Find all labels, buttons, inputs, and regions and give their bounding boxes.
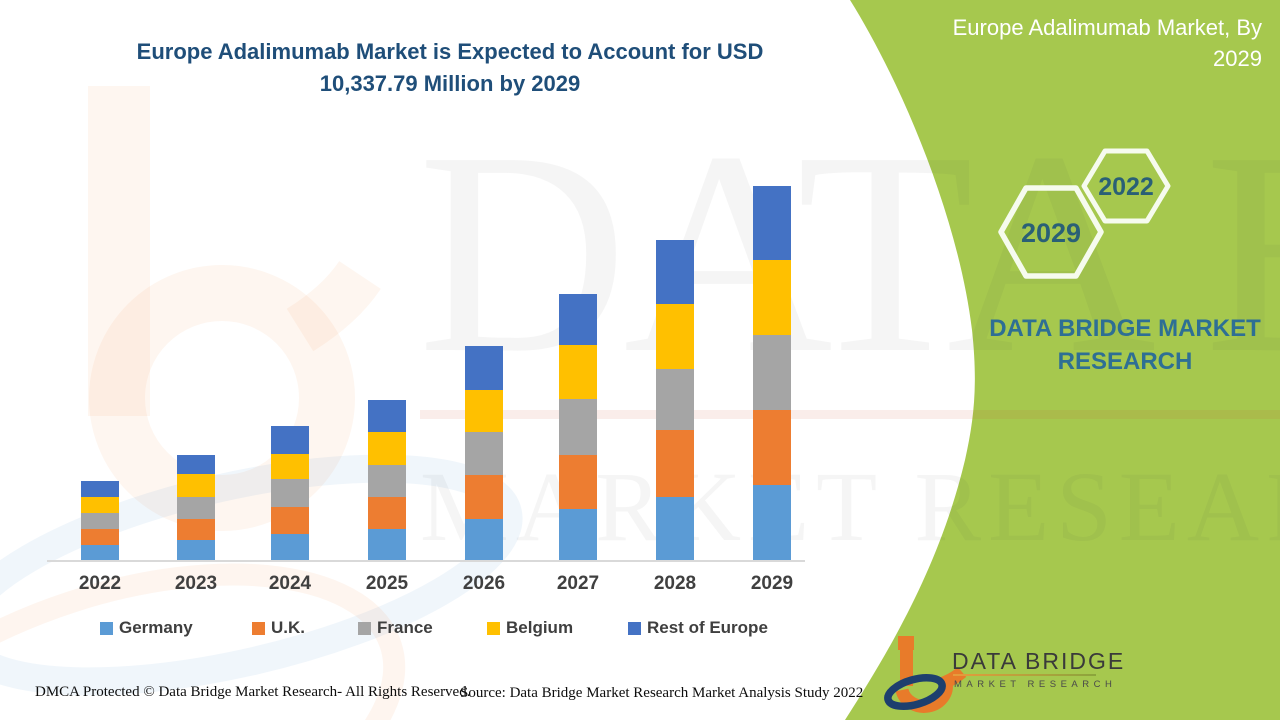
bar-segment-2024-u-k- xyxy=(271,507,309,534)
bar-segment-2029-germany xyxy=(753,485,791,560)
x-axis-label-2026: 2026 xyxy=(462,573,506,594)
legend-label: Belgium xyxy=(506,618,574,637)
x-axis-label-2024: 2024 xyxy=(268,573,312,594)
x-axis-label-2028: 2028 xyxy=(653,573,697,594)
bar-segment-2026-france xyxy=(465,431,503,475)
bar-segment-2022-u-k- xyxy=(81,529,119,545)
bar-segment-2025-france xyxy=(368,465,406,498)
legend-label: Germany xyxy=(119,618,193,637)
x-axis-label-2027: 2027 xyxy=(556,573,600,594)
bar-segment-2029-u-k- xyxy=(753,410,791,486)
bar-segment-2028-belgium xyxy=(656,304,694,370)
x-axis-label-2029: 2029 xyxy=(750,573,794,594)
bar-segment-2024-rest-of-europe xyxy=(271,425,309,454)
bar-segment-2023-rest-of-europe xyxy=(177,454,215,474)
bar-segment-2028-germany xyxy=(656,497,694,560)
bar-segment-2029-rest-of-europe xyxy=(753,186,791,261)
brand-text: DATA BRIDGE MARKET RESEARCH xyxy=(989,315,1261,375)
bar-segment-2024-france xyxy=(271,478,309,507)
footer-dmca-text: DMCA Protected © Data Bridge Market Rese… xyxy=(35,684,471,700)
x-axis-line xyxy=(47,560,805,562)
logo-underline xyxy=(953,674,1096,676)
bar-segment-2024-belgium xyxy=(271,454,309,479)
bar-segment-2022-belgium xyxy=(81,497,119,514)
bar-segment-2027-germany xyxy=(559,509,597,560)
bar-segment-2027-france xyxy=(559,398,597,455)
bar-segment-2023-belgium xyxy=(177,473,215,497)
bar-segment-2025-belgium xyxy=(368,432,406,466)
legend-item-belgium: Belgium xyxy=(487,618,573,638)
chart-title: Europe Adalimumab Market is Expected to … xyxy=(136,39,764,96)
bar-segment-2027-belgium xyxy=(559,344,597,399)
bar-segment-2028-u-k- xyxy=(656,430,694,498)
bar-segment-2022-germany xyxy=(81,545,119,560)
x-axis-label-2025: 2025 xyxy=(365,573,409,594)
bar-segment-2024-germany xyxy=(271,533,309,560)
legend-item-u-k-: U.K. xyxy=(252,618,305,638)
bar-segment-2025-rest-of-europe xyxy=(368,400,406,433)
legend-label: U.K. xyxy=(271,618,305,637)
bar-segment-2028-france xyxy=(656,369,694,431)
bar-segment-2029-belgium xyxy=(753,260,791,336)
legend-swatch xyxy=(487,621,500,635)
legend-swatch xyxy=(628,621,641,635)
bar-segment-2026-germany xyxy=(465,518,503,560)
bar-segment-2027-u-k- xyxy=(559,454,597,509)
bar-segment-2028-rest-of-europe xyxy=(656,240,694,305)
x-axis-label-2023: 2023 xyxy=(174,573,218,594)
bar-segment-2027-rest-of-europe xyxy=(559,293,597,345)
legend-item-france: France xyxy=(358,618,433,638)
legend-item-germany: Germany xyxy=(100,618,193,638)
bar-segment-2025-germany xyxy=(368,529,406,560)
bar-segment-2023-france xyxy=(177,496,215,519)
legend-item-rest-of-europe: Rest of Europe xyxy=(628,618,768,638)
legend-swatch xyxy=(100,621,113,635)
bar-segment-2025-u-k- xyxy=(368,497,406,530)
legend-label: France xyxy=(377,618,433,637)
bar-segment-2026-u-k- xyxy=(465,475,503,519)
legend-swatch xyxy=(358,621,371,635)
legend-swatch xyxy=(252,621,265,635)
chart-legend: Germany U.K. France Belgium Rest of Europe xyxy=(0,618,860,642)
logo-wordmark: DATA BRIDGE xyxy=(952,648,1126,674)
side-panel-title: Europe Adalimumab Market, By 2029 xyxy=(952,15,1262,71)
bar-segment-2029-france xyxy=(753,335,791,411)
bar-segment-2022-rest-of-europe xyxy=(81,481,119,498)
bar-segment-2023-u-k- xyxy=(177,518,215,540)
logo-tagline: MARKET RESEARCH xyxy=(954,679,1117,690)
bar-segment-2022-france xyxy=(81,513,119,530)
legend-label: Rest of Europe xyxy=(647,618,768,637)
footer-source-text: Source: Data Bridge Market Research Mark… xyxy=(460,685,864,701)
bar-segment-2026-belgium xyxy=(465,389,503,432)
bar-segment-2023-germany xyxy=(177,539,215,560)
bar-segment-2026-rest-of-europe xyxy=(465,346,503,390)
x-axis-label-2022: 2022 xyxy=(78,573,122,594)
